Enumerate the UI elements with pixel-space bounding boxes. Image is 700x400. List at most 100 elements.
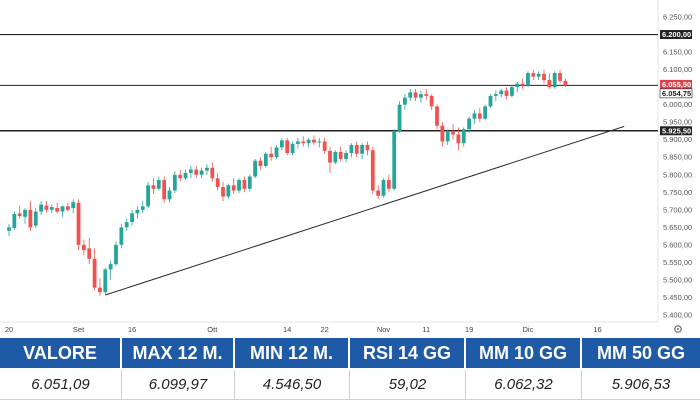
candle-body (413, 92, 418, 98)
candle-body (103, 269, 108, 293)
value-mm-10gg: 6.062,32 (466, 370, 582, 400)
candle-body (515, 83, 520, 88)
candle-body (44, 205, 49, 210)
candle-body (151, 185, 156, 189)
candle-body (542, 73, 546, 81)
y-tick-label: 5.600,00 (663, 240, 692, 249)
candle-body (328, 150, 332, 163)
candle-body (17, 213, 22, 217)
candle-body (247, 176, 252, 189)
y-tick-label: 5.850,00 (663, 153, 692, 162)
value-rsi-14gg: 59,02 (350, 370, 466, 400)
y-tick-label: 5.400,00 (663, 310, 692, 319)
candle-body (28, 209, 33, 228)
candle-body (221, 187, 225, 197)
stats-header-row: VALORE MAX 12 M. MIN 12 M. RSI 14 GG MM … (0, 338, 700, 368)
candle-body (215, 178, 220, 188)
candle-body (435, 106, 439, 126)
y-tick-label: 6.100,00 (663, 65, 692, 74)
candle-body (210, 167, 215, 179)
y-tick-label: 5.500,00 (663, 275, 692, 284)
candle-body (156, 180, 161, 189)
y-tick-label: 5.550,00 (663, 258, 692, 267)
candle-body (547, 80, 552, 88)
candle-body (445, 130, 450, 142)
candle-body (504, 90, 509, 96)
candle-body (162, 180, 167, 200)
candle-body (493, 94, 498, 96)
gear-icon[interactable] (674, 325, 682, 333)
level-tag-6200-text: 6.200,00 (662, 30, 691, 39)
level-tag-6200-bg (660, 30, 692, 40)
candle-body (226, 185, 231, 197)
candle-body (338, 151, 343, 159)
candle-body (526, 73, 530, 86)
header-min-12m: MIN 12 M. (235, 338, 350, 368)
candle-body (237, 180, 241, 191)
candle-body (189, 169, 193, 174)
candle-body (499, 90, 504, 95)
candle-body (397, 104, 402, 131)
candle-body (172, 174, 177, 191)
candle-body (333, 151, 338, 163)
x-tick-label: 16 (128, 325, 136, 334)
candle-body (114, 244, 118, 265)
candle-body (403, 97, 407, 105)
candle-body (60, 206, 65, 212)
candle-body (461, 129, 466, 144)
candle-body (108, 264, 113, 270)
candle-body (536, 73, 541, 77)
x-tick-label: 16 (593, 325, 601, 334)
candle-body (386, 180, 391, 189)
price-chart: 6.250,006.200,006.150,006.100,006.050,00… (0, 0, 693, 334)
candle-body (451, 130, 455, 135)
candle-body (381, 180, 386, 196)
stats-value-row: 6.051,09 6.099,97 4.546,50 59,02 6.062,3… (0, 370, 700, 400)
candle-body (467, 118, 471, 130)
stats-table: VALORE MAX 12 M. MIN 12 M. RSI 14 GG MM … (0, 338, 700, 400)
candle-body (563, 80, 568, 86)
level-tag-5925-text: 5.925,50 (662, 126, 691, 135)
candle-body (87, 248, 92, 259)
candle-body (199, 170, 204, 175)
candle-body (65, 206, 70, 210)
candle-body (55, 208, 60, 212)
candle-body (167, 190, 172, 200)
candle-body (558, 73, 562, 81)
candle-body (531, 73, 536, 77)
candle-body (92, 258, 97, 288)
candle-body (183, 173, 188, 179)
x-tick-label: 20 (5, 325, 13, 334)
candle-body (349, 144, 354, 154)
candle-body (488, 95, 493, 107)
candle-body (306, 139, 311, 144)
candle-body (12, 214, 17, 229)
candle-body (135, 209, 140, 214)
value-mm-50gg: 5.906,53 (582, 370, 700, 400)
candle-body (178, 174, 183, 179)
candle-body (231, 185, 236, 191)
x-tick-label: Set (73, 325, 85, 334)
y-tick-label: 6.250,00 (663, 13, 692, 22)
candle-body (354, 144, 359, 154)
y-tick-label: 6.150,00 (663, 48, 692, 57)
candle-body (472, 113, 477, 119)
y-tick-label: 5.800,00 (663, 170, 692, 179)
header-valore: VALORE (0, 338, 122, 368)
x-tick-label: 22 (320, 325, 328, 334)
candle-body (253, 160, 257, 177)
candle-body (279, 140, 284, 148)
level-tag-5925-bg (660, 126, 692, 136)
x-tick-label: Nov (377, 325, 391, 334)
candle-body (552, 73, 557, 88)
x-tick-label: Ott (207, 325, 218, 334)
x-tick-label: 19 (465, 325, 473, 334)
header-mm-10gg: MM 10 GG (466, 338, 582, 368)
x-tick-label: Dic (523, 325, 534, 334)
candle-body (39, 204, 43, 212)
candle-body (296, 141, 300, 144)
value-valore: 6.051,09 (0, 370, 122, 400)
candle-body (82, 244, 86, 251)
candle-body (119, 227, 124, 245)
candle-body (483, 106, 488, 119)
